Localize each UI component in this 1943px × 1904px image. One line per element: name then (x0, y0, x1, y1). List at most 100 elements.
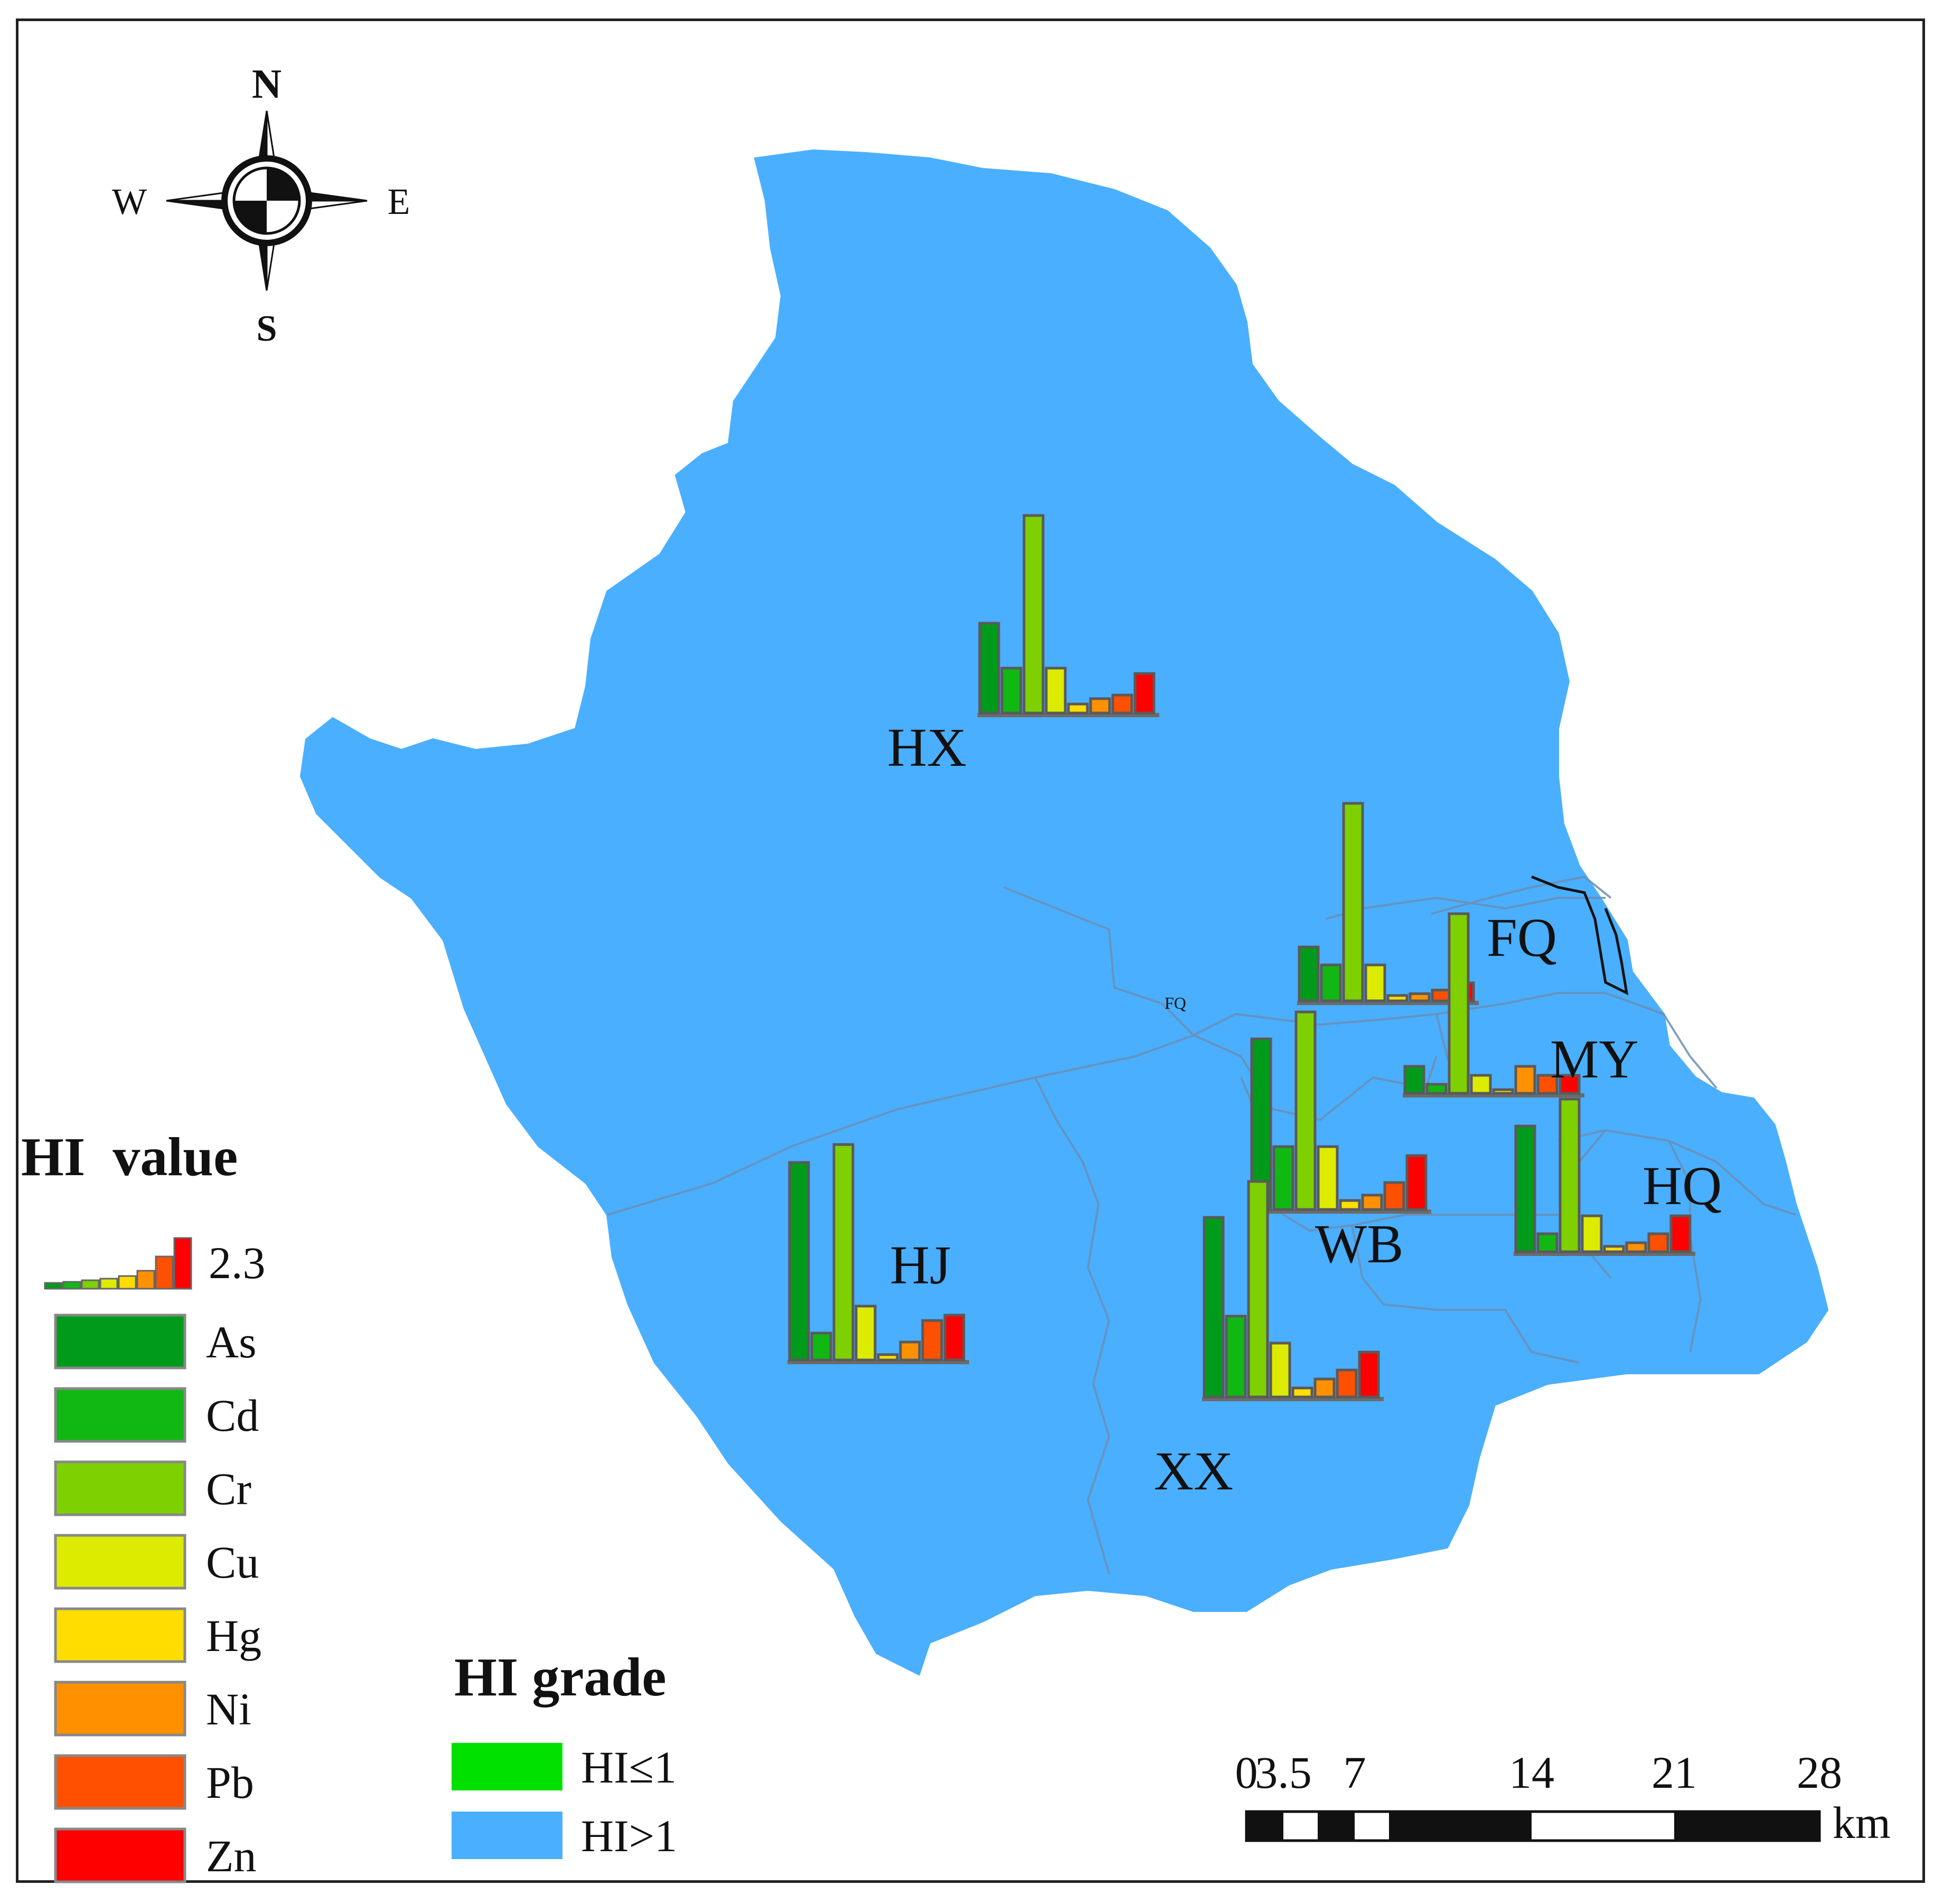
bar-xx-cd (1225, 1315, 1247, 1399)
bar-xx-cu (1269, 1342, 1291, 1399)
bar-chart-hq (1514, 1098, 1695, 1256)
scale-tick-label: 0 (1235, 1747, 1258, 1798)
legend-label-cd: Cd (206, 1390, 259, 1441)
bar-hx-pb (1111, 693, 1133, 715)
bar-wb-cd (1272, 1145, 1294, 1211)
legend-label-hg: Hg (206, 1610, 261, 1661)
bar-hx-as (978, 622, 1000, 715)
legend-swatch-hg (54, 1607, 186, 1663)
bar-hj-cd (810, 1331, 832, 1362)
compass-east-label: E (388, 182, 410, 222)
bar-wb-hg (1339, 1199, 1361, 1211)
coast-line (1531, 875, 1629, 996)
district-label-hq: HQ (1642, 1156, 1722, 1216)
bar-chart-baseline (1403, 1093, 1584, 1098)
bar-hj-zn (943, 1314, 965, 1362)
scale-tick-label: 14 (1509, 1747, 1554, 1798)
scale-tick-label: 28 (1797, 1747, 1842, 1798)
bar-chart-baseline (978, 713, 1159, 717)
scale-tick-label: 21 (1651, 1747, 1697, 1798)
bar-fq-hg (1386, 994, 1409, 1002)
bar-chart-baseline (1250, 1209, 1431, 1214)
hi-grade-swatch-high (452, 1812, 562, 1859)
district-bar-charts (787, 514, 1695, 1401)
bar-hq-as (1514, 1124, 1536, 1253)
bar-hq-zn (1669, 1214, 1692, 1253)
hi-grade-label-low: HI≤1 (581, 1742, 677, 1793)
legend-swatch-cd (54, 1387, 186, 1443)
bar-hj-ni (899, 1340, 921, 1362)
bar-xx-zn (1358, 1350, 1380, 1399)
bar-hq-cd (1536, 1232, 1559, 1253)
compass-west-label: W (112, 182, 147, 222)
bar-chart-baseline (1202, 1397, 1384, 1401)
bar-fq-cr (1342, 802, 1364, 1002)
legend-mini-bar-pb (155, 1255, 174, 1290)
bar-hx-cd (1000, 667, 1022, 715)
hi-grade-label-high: HI>1 (581, 1811, 677, 1861)
map-frame (16, 18, 1925, 1883)
legend-label-zn: Zn (206, 1831, 257, 1881)
bar-hx-zn (1133, 672, 1156, 715)
hi-grade-legend: HI grade HI≤1 HI>1 (452, 1647, 677, 1861)
legend-label-cu: Cu (206, 1537, 259, 1588)
bar-xx-hg (1291, 1386, 1313, 1399)
district-label-xx: XX (1154, 1441, 1233, 1502)
district-labels: HX FQ MY HQ WB HJ XX (887, 717, 1722, 1502)
legend-swatch-as (54, 1314, 186, 1370)
hi-value-legend-items: As Cd Cr Cu Hg Ni Pb Zn (54, 1314, 261, 1883)
bar-fq-cu (1364, 963, 1386, 1002)
bar-chart-baseline (1514, 1252, 1695, 1256)
bar-xx-cr (1247, 1180, 1269, 1399)
bar-wb-ni (1361, 1194, 1383, 1211)
bar-my-pb (1536, 1074, 1559, 1095)
bar-chart-hx (978, 514, 1159, 717)
bar-hj-as (788, 1161, 810, 1362)
bar-hq-ni (1625, 1241, 1647, 1253)
district-label-hx: HX (887, 717, 966, 778)
bar-hq-pb (1647, 1232, 1669, 1253)
bar-my-hg (1492, 1088, 1514, 1095)
bar-my-ni (1514, 1065, 1536, 1095)
bar-my-cr (1448, 912, 1470, 1095)
compass-north-label: N (252, 61, 281, 107)
bar-hx-cu (1045, 667, 1067, 715)
bar-wb-cr (1294, 1010, 1317, 1211)
bar-hx-hg (1067, 702, 1089, 715)
legend-label-pb: Pb (206, 1757, 254, 1808)
scale-unit-label: km (1833, 1797, 1891, 1848)
bar-chart-my (1403, 912, 1584, 1098)
hi-grade-legend-title: HI grade (454, 1647, 667, 1708)
bar-hq-hg (1603, 1245, 1625, 1253)
small-fq-label: FQ (1165, 993, 1186, 1012)
legend-mini-bar-hg (118, 1275, 137, 1290)
legend-swatch-ni (54, 1681, 186, 1737)
bar-chart-hj (787, 1143, 969, 1364)
hi-value-legend-title: HI value (21, 1127, 238, 1187)
bar-hj-hg (877, 1353, 899, 1362)
bar-my-zn (1559, 1074, 1581, 1095)
bar-fq-cd (1320, 963, 1342, 1002)
bar-xx-as (1203, 1216, 1225, 1399)
legend-mini-bar-cr (81, 1279, 100, 1290)
legend-mini-bar-zn (173, 1237, 192, 1290)
bar-hx-cr (1022, 514, 1045, 715)
hi-value-legend: HI value 2.3 As Cd Cr Cu Hg Ni Pb Zn (21, 1127, 266, 1883)
bar-wb-pb (1383, 1181, 1405, 1211)
bar-chart-xx (1202, 1180, 1384, 1401)
bar-wb-cu (1317, 1145, 1339, 1211)
bar-hq-cu (1581, 1214, 1603, 1253)
legend-swatch-cu (54, 1534, 186, 1590)
bar-chart-baseline (787, 1360, 969, 1364)
scale-bar: 03.5 7 14 21 28 km (1235, 1747, 1891, 1848)
bar-hj-pb (921, 1319, 943, 1362)
legend-label-ni: Ni (206, 1684, 251, 1734)
legend-mini-bar-cd (62, 1281, 81, 1290)
district-label-my: MY (1550, 1029, 1639, 1090)
compass-south-label: S (257, 308, 277, 349)
bar-my-cd (1425, 1083, 1448, 1095)
legend-max-label: 2.3 (209, 1237, 266, 1288)
bar-my-cu (1470, 1074, 1492, 1095)
bar-xx-pb (1336, 1368, 1358, 1399)
